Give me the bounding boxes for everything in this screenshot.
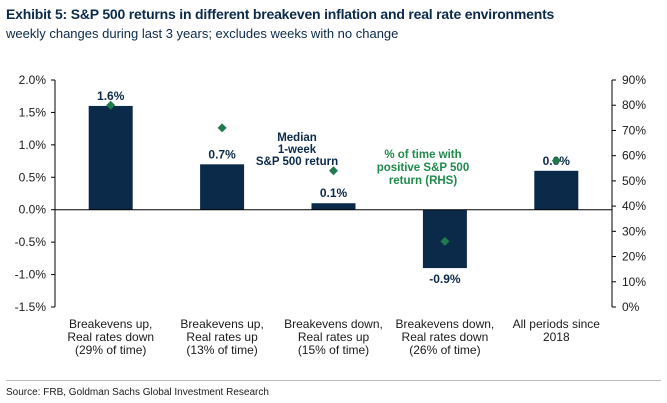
category-label: (29% of time) xyxy=(75,343,146,357)
bar-chart: 2.0% 1.5% 1.0% 0.5% 0.0% -0.5% -1.0% -1.5% 90% 80… xyxy=(15,73,647,357)
category-label: 2018 xyxy=(543,330,570,344)
category-label: Breakevens up, xyxy=(69,317,152,331)
marker-point xyxy=(217,123,227,133)
bar xyxy=(88,105,133,210)
bar xyxy=(200,164,245,210)
left-axis-tick-label: 0.5% xyxy=(19,170,47,184)
chart-title: Exhibit 5: S&P 500 returns in different … xyxy=(6,6,555,22)
right-axis-tick-label: 80% xyxy=(622,98,646,112)
right-axis-tick-label: 40% xyxy=(622,199,646,213)
bar xyxy=(534,170,579,210)
left-axis-tick-label: -1.5% xyxy=(15,300,47,314)
right-axis-tick-label: 0% xyxy=(622,300,640,314)
category-label: Real rates up xyxy=(186,330,258,344)
left-axis-tick-label: 0.0% xyxy=(19,203,47,217)
category-label: Real rates up xyxy=(298,330,370,344)
right-axis-tick-label: 20% xyxy=(622,250,646,264)
bar-value-label: -0.9% xyxy=(429,272,461,286)
category-label: Real rates down xyxy=(402,330,489,344)
category-label: Breakevens up, xyxy=(180,317,263,331)
bar-value-label: 0.7% xyxy=(208,147,236,161)
category-label: Breakevens down, xyxy=(396,317,495,331)
category-label: Breakevens down, xyxy=(284,317,383,331)
annotation-rhs-label: return (RHS) xyxy=(389,175,458,187)
left-axis-tick-label: -1.0% xyxy=(15,268,47,282)
category-label: Real rates down xyxy=(67,330,154,344)
annotation-rhs-label: % of time with xyxy=(384,149,461,161)
bar-value-label: 0.1% xyxy=(320,186,348,200)
right-axis-tick-label: 70% xyxy=(622,123,646,137)
category-label: All periods since xyxy=(513,317,601,331)
category-label: (13% of time) xyxy=(186,343,257,357)
chart-subtitle: weekly changes during last 3 years; excl… xyxy=(6,26,399,41)
source-note: Source: FRB, Goldman Sachs Global Invest… xyxy=(6,387,269,398)
right-axis-tick-label: 60% xyxy=(622,149,646,163)
annotation-median-label: S&P 500 return xyxy=(256,156,338,168)
right-axis-tick-label: 10% xyxy=(622,275,646,289)
right-axis-tick-label: 30% xyxy=(622,224,646,238)
category-label: (26% of time) xyxy=(409,343,480,357)
left-axis-tick-label: 2.0% xyxy=(19,73,47,87)
left-axis-tick-label: 1.0% xyxy=(19,138,47,152)
right-axis-tick-label: 50% xyxy=(622,174,646,188)
bar-value-label: 1.6% xyxy=(97,89,125,103)
annotation-rhs-label: positive S&P 500 xyxy=(377,162,469,174)
left-axis-tick-label: 1.5% xyxy=(19,105,47,119)
source-divider xyxy=(6,380,661,381)
marker-point xyxy=(329,166,338,176)
marker-point xyxy=(551,156,561,166)
marker-point xyxy=(440,236,450,246)
bar xyxy=(311,203,356,210)
right-axis-tick-label: 90% xyxy=(622,73,646,87)
category-label: (15% of time) xyxy=(298,343,369,357)
annotation-median-label: Median xyxy=(277,132,317,144)
left-axis-tick-label: -0.5% xyxy=(15,235,47,249)
marker-point xyxy=(106,100,116,110)
annotation-median-label: 1-week xyxy=(278,144,317,156)
